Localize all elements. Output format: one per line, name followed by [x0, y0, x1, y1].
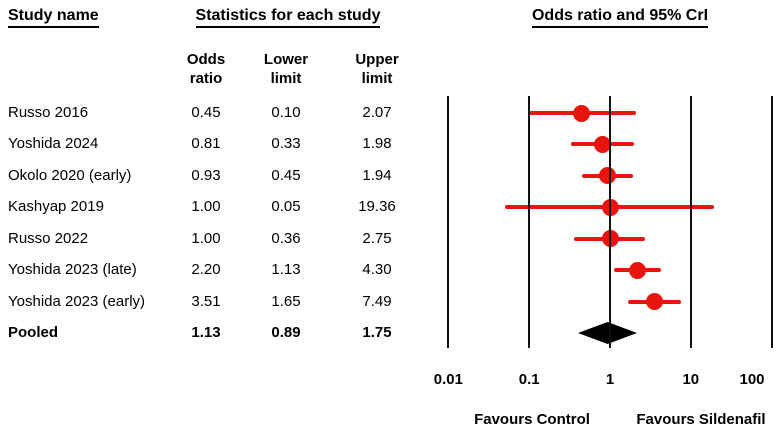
column-header-line: limit: [270, 70, 302, 87]
or-marker: [629, 261, 647, 279]
grid-line: [609, 96, 611, 348]
upper-value: 2.07: [362, 104, 392, 121]
or-value: 0.45: [191, 104, 221, 121]
axis-tick-label: 1: [605, 371, 615, 388]
or-marker: [598, 167, 616, 185]
grid-line: [447, 96, 450, 348]
or-value: 2.20: [191, 261, 221, 279]
upper-value: 1.98: [362, 135, 392, 153]
upper-value: 7.49: [362, 292, 392, 310]
or-marker: [573, 104, 591, 122]
grid-line: [689, 96, 692, 348]
lower-value: 0.10: [271, 104, 301, 121]
column-header-line: Odds: [186, 51, 226, 68]
lower-value: 0.36: [271, 229, 301, 247]
grid-line: [770, 96, 773, 348]
axis-tick-label: 100: [739, 371, 765, 388]
column-header-upper-limit: Upper limit: [341, 50, 413, 88]
lower-value: 1.65: [271, 292, 301, 310]
or-value: 1.13: [191, 324, 221, 341]
axis-tick-label: 10: [682, 371, 700, 388]
column-header-line: ratio: [189, 70, 223, 87]
column-header-odds-ratio: Odds ratio: [170, 50, 242, 88]
column-header-line: Upper: [355, 51, 399, 68]
upper-value: 2.75: [362, 229, 392, 247]
plot-header: Odds ratio and 95% CrI: [520, 7, 720, 28]
study-name-header: Study name: [8, 7, 99, 28]
or-value: 0.93: [191, 166, 221, 184]
or-marker: [645, 293, 663, 311]
lower-value: 0.33: [271, 135, 301, 153]
study-row-label: Yoshida 2023 (early): [8, 292, 146, 310]
study-row-label: Russo 2022: [8, 229, 89, 247]
study-name-header-text: Study name: [8, 7, 99, 28]
or-value: 0.81: [191, 135, 221, 153]
statistics-header-text: Statistics for each study: [195, 7, 381, 28]
upper-value: 1.94: [362, 166, 392, 184]
or-value: 3.51: [191, 292, 221, 310]
study-row-label: Yoshida 2024: [8, 135, 99, 153]
axis-tick-label: 0.01: [433, 371, 463, 388]
or-marker: [594, 135, 612, 153]
statistics-header: Statistics for each study: [188, 7, 388, 28]
lower-value: 1.13: [271, 261, 301, 279]
upper-value: 19.36: [358, 198, 396, 216]
lower-value: 0.89: [271, 324, 301, 341]
or-value: 1.00: [191, 229, 221, 247]
study-row-label: Yoshida 2023 (late): [8, 261, 137, 279]
axis-tick-label: 0.1: [518, 371, 540, 388]
study-row-label: Okolo 2020 (early): [8, 166, 132, 184]
lower-value: 0.45: [271, 166, 301, 184]
upper-value: 1.75: [362, 324, 392, 341]
column-header-line: Lower: [263, 51, 309, 68]
column-header-line: limit: [361, 70, 393, 87]
pooled-diamond: [578, 322, 637, 344]
or-value: 1.00: [191, 198, 221, 216]
grid-line: [528, 96, 531, 348]
plot-header-text: Odds ratio and 95% CrI: [531, 7, 709, 28]
lower-value: 0.05: [271, 198, 301, 216]
upper-value: 4.30: [362, 261, 392, 279]
study-row-label: Kashyap 2019: [8, 198, 104, 216]
column-header-lower-limit: Lower limit: [250, 50, 322, 88]
study-row-label: Pooled: [8, 324, 59, 341]
study-row-label: Russo 2016: [8, 104, 89, 121]
favours-sildenafil-label: Favours Sildenafil: [636, 411, 766, 428]
favours-control-label: Favours Control: [474, 411, 590, 428]
